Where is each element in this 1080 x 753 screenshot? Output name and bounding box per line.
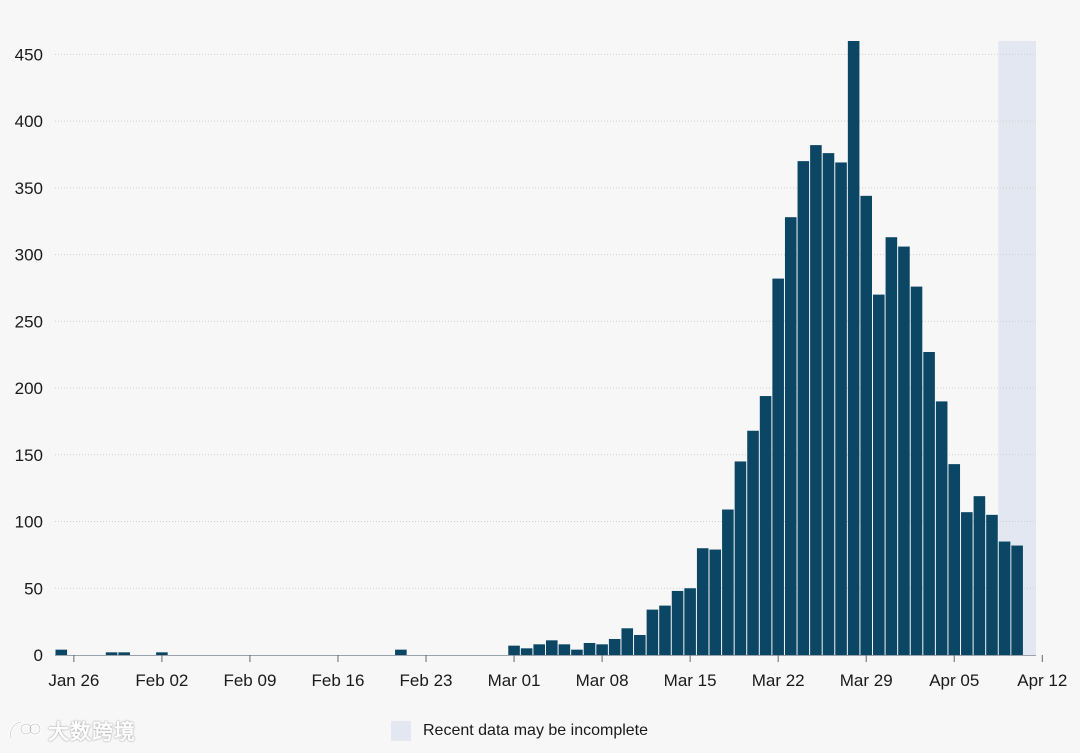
bar	[722, 509, 734, 655]
bar	[898, 246, 910, 655]
x-tick-label: Feb 23	[400, 671, 453, 690]
bar	[797, 161, 810, 655]
bar	[646, 609, 659, 655]
bar	[508, 645, 520, 655]
bar	[696, 548, 709, 655]
bar	[923, 352, 935, 655]
y-tick-label: 200	[15, 379, 43, 398]
bar	[759, 396, 772, 655]
bar	[873, 294, 885, 655]
bar	[998, 541, 1011, 655]
bar	[1011, 545, 1023, 655]
bar	[583, 642, 596, 655]
bar	[973, 496, 986, 655]
y-axis-labels: 0 50 100 150 200 250 300 350 400 450	[15, 45, 43, 665]
bar	[747, 430, 759, 655]
bar	[772, 278, 784, 655]
bar	[948, 464, 961, 655]
y-tick-label: 450	[15, 45, 43, 64]
x-tick-label: Feb 02	[135, 671, 188, 690]
bar	[835, 162, 847, 655]
bar	[571, 649, 583, 655]
bars	[55, 41, 1023, 656]
bar	[105, 652, 118, 655]
bar	[885, 237, 898, 655]
bar	[860, 195, 872, 655]
watermark-logo-icon	[9, 720, 42, 739]
bar	[709, 549, 722, 655]
bar	[935, 401, 948, 655]
y-tick-label: 400	[15, 112, 43, 131]
legend-label: Recent data may be incomplete	[423, 722, 649, 739]
legend: Recent data may be incomplete	[391, 721, 648, 741]
y-tick-label: 50	[24, 579, 43, 598]
x-axis	[55, 655, 1043, 662]
bar	[847, 41, 860, 655]
bar	[961, 512, 973, 655]
bar	[395, 649, 407, 655]
x-tick-label: Feb 09	[223, 671, 276, 690]
bar	[784, 217, 797, 656]
bar	[986, 514, 998, 655]
y-tick-label: 250	[15, 312, 43, 331]
x-tick-label: Mar 08	[576, 671, 629, 690]
bar	[810, 145, 822, 655]
x-axis-labels: Jan 26 Feb 02 Feb 09 Feb 16 Feb 23 Mar 01 Mar …	[48, 671, 1067, 690]
y-tick-label: 150	[15, 446, 43, 465]
y-tick-label: 0	[34, 646, 43, 665]
bar	[558, 644, 571, 655]
chart: 0 50 100 150 200 250 300 350 400 450 Jan 26 Feb 02…	[15, 41, 1067, 690]
bar	[684, 588, 696, 655]
x-tick-label: Jan 26	[48, 671, 99, 690]
bar	[659, 605, 671, 655]
bar	[822, 153, 835, 655]
x-tick-label: Mar 29	[840, 671, 893, 690]
bar	[156, 652, 168, 655]
bar	[520, 648, 533, 655]
bar	[621, 628, 634, 655]
x-tick-label: Mar 22	[752, 671, 805, 690]
watermark-text: 大数跨境	[48, 720, 136, 744]
x-tick-label: Mar 15	[664, 671, 717, 690]
y-tick-label: 350	[15, 179, 43, 198]
bar	[546, 640, 558, 655]
bar	[533, 644, 545, 655]
bar	[734, 461, 747, 655]
bar	[671, 590, 684, 655]
y-tick-label: 100	[15, 513, 43, 532]
bar	[596, 644, 608, 655]
x-tick-label: Apr 12	[1017, 671, 1067, 690]
x-tick-label: Feb 16	[312, 671, 365, 690]
bar	[910, 286, 923, 655]
y-tick-label: 300	[15, 246, 43, 265]
x-tick-label: Apr 05	[929, 671, 979, 690]
watermark: 大数跨境	[8, 716, 136, 746]
legend-swatch	[391, 721, 411, 741]
bar	[634, 634, 646, 655]
bar	[608, 638, 621, 655]
bar	[55, 649, 68, 655]
bar	[118, 652, 130, 655]
x-tick-label: Mar 01	[488, 671, 541, 690]
